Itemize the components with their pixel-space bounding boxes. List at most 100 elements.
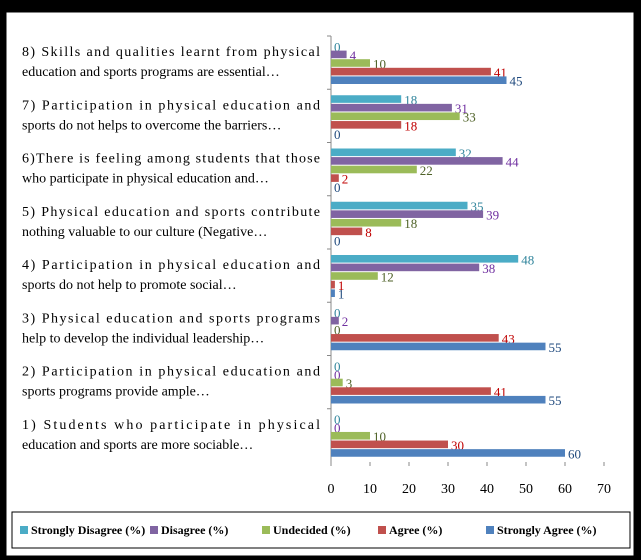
value-label: 18 (404, 93, 417, 108)
value-label: 43 (502, 331, 515, 346)
value-label: 35 (471, 199, 484, 214)
bar (331, 263, 480, 272)
bar (331, 255, 519, 263)
value-label: 55 (549, 393, 562, 408)
value-label: 45 (510, 74, 523, 89)
category-label: 2) Participation in physical education a… (22, 365, 320, 380)
value-label: 31 (455, 101, 468, 116)
value-label: 1 (338, 287, 345, 302)
bar (331, 174, 339, 182)
value-label: 44 (506, 154, 519, 169)
value-label: 12 (381, 269, 394, 284)
bar (331, 342, 546, 351)
x-tick-label: 60 (558, 482, 572, 497)
value-label: 2 (342, 314, 349, 329)
legend-swatch (262, 526, 270, 534)
value-label: 4 (350, 48, 357, 63)
value-label: 32 (459, 146, 472, 161)
bar (331, 67, 491, 76)
value-label: 0 (334, 127, 341, 142)
x-tick-label: 30 (441, 482, 455, 497)
bar (331, 201, 468, 210)
category-label: 7) Participation in physical education a… (22, 98, 320, 113)
value-label: 10 (373, 429, 386, 444)
value-label: 2 (342, 172, 349, 187)
bar (331, 210, 484, 218)
legend-swatch (486, 526, 494, 534)
category-label: education and sports programs are essent… (22, 65, 280, 80)
value-label: 0 (334, 359, 341, 374)
bar (331, 76, 507, 84)
category-label: 6)There is feeling among students that t… (22, 152, 320, 167)
value-label: 39 (486, 208, 499, 223)
value-label: 0 (334, 39, 341, 54)
category-label: sports do not help to promote social… (22, 278, 237, 293)
bar (331, 59, 370, 67)
value-label: 0 (334, 306, 341, 321)
category-label: who participate in physical education an… (22, 172, 269, 187)
legend-label: Disagree (%) (161, 523, 228, 537)
bar (331, 50, 347, 59)
bar (331, 165, 417, 174)
bar (331, 112, 460, 121)
bar (331, 334, 499, 342)
value-label: 0 (334, 233, 341, 248)
bar (331, 316, 339, 325)
value-label: 55 (549, 340, 562, 355)
value-label: 22 (420, 163, 433, 178)
value-label: 38 (482, 261, 495, 276)
category-label: sports do not helps to overcome the barr… (22, 118, 281, 133)
value-label: 0 (334, 323, 341, 338)
bar (331, 289, 335, 297)
bar (331, 378, 343, 387)
category-label: sports programs provide ample… (22, 385, 210, 400)
value-label: 60 (568, 446, 581, 461)
bar (331, 280, 335, 289)
category-label: 5) Physical education and sports contrib… (22, 205, 320, 220)
value-label: 18 (404, 216, 417, 231)
value-label: 41 (494, 65, 507, 80)
bar (331, 440, 448, 449)
legend-swatch (20, 526, 28, 534)
x-tick-label: 40 (480, 482, 494, 497)
category-label: 8) Skills and qualities learnt from phys… (22, 45, 320, 60)
x-tick-label: 70 (597, 482, 611, 497)
value-label: 48 (521, 252, 534, 267)
value-label: 0 (334, 412, 341, 427)
value-label: 0 (334, 367, 341, 382)
bar (331, 272, 378, 280)
category-label: nothing valuable to our culture (Negativ… (22, 225, 267, 240)
bar (331, 121, 402, 129)
category-label: help to develop the individual leadershi… (22, 331, 264, 346)
legend-label: Undecided (%) (273, 523, 351, 537)
value-label: 30 (451, 438, 464, 453)
value-label: 33 (463, 110, 476, 125)
value-label: 0 (334, 421, 341, 436)
bar (331, 95, 402, 103)
value-label: 0 (334, 180, 341, 195)
bar (331, 148, 456, 157)
x-tick-label: 50 (519, 482, 533, 497)
x-tick-label: 20 (402, 482, 416, 497)
category-label: 3) Physical education and sports program… (22, 311, 320, 326)
chart-panel (5, 11, 635, 557)
category-label: 4) Participation in physical education a… (22, 258, 320, 273)
category-label: 1) Students who participate in physical (22, 418, 320, 433)
category-label: education and sports are more sociable… (22, 438, 253, 453)
bar (331, 395, 546, 404)
bar (331, 431, 370, 440)
bar (331, 227, 363, 236)
bar (331, 157, 503, 165)
value-label: 8 (365, 225, 372, 240)
legend-label: Strongly Agree (%) (497, 523, 597, 537)
legend-label: Agree (%) (389, 523, 442, 537)
x-tick-label: 10 (363, 482, 377, 497)
bar (331, 218, 402, 227)
bar (331, 103, 452, 112)
legend-swatch (150, 526, 158, 534)
value-label: 18 (404, 118, 417, 133)
value-label: 10 (373, 56, 386, 71)
value-label: 41 (494, 385, 507, 400)
legend-box (11, 511, 631, 549)
